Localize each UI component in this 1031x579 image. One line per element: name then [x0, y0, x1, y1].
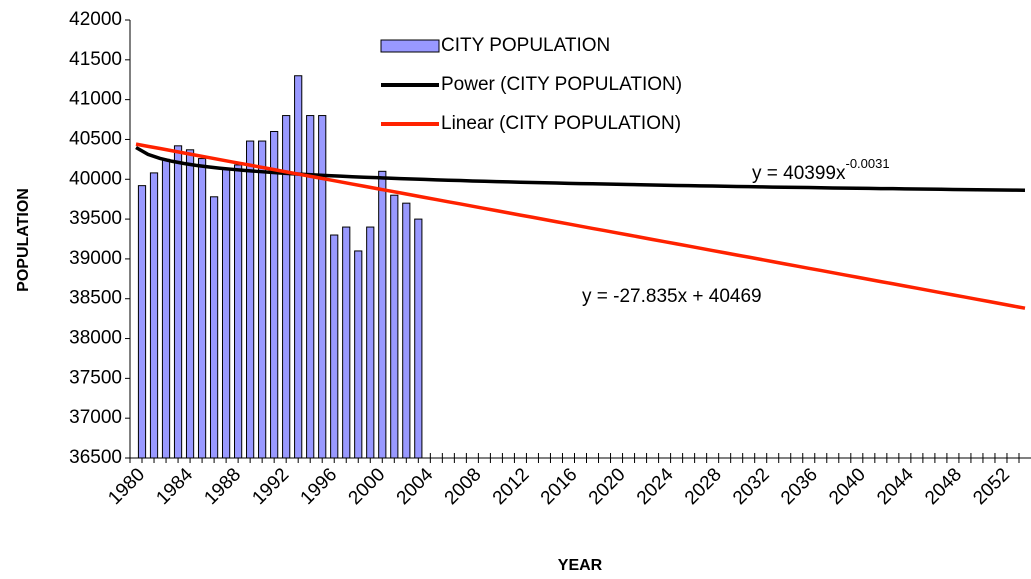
legend: CITY POPULATION Power (CITY POPULATION) Li…	[375, 26, 785, 162]
y-tick-label: 40500	[69, 128, 122, 149]
legend-box	[375, 26, 785, 162]
x-tick-label: 2044	[873, 464, 918, 509]
trend-equation: y = -27.835x + 40469	[582, 286, 762, 307]
x-tick-label: 2004	[393, 464, 438, 509]
x-tick-label: 2032	[729, 464, 774, 509]
legend-label: CITY POPULATION	[441, 35, 610, 56]
trend-line	[135, 142, 1026, 310]
y-tick-label: 37500	[69, 367, 122, 388]
y-tick-label: 41000	[69, 89, 122, 110]
y-tick-label: 38500	[69, 288, 122, 309]
x-axis-label: YEAR	[558, 557, 603, 574]
bar	[306, 115, 315, 459]
equation-text: y = 40399x	[752, 163, 846, 184]
x-tick-label: 2036	[777, 464, 822, 509]
bar	[402, 202, 411, 459]
bar	[378, 170, 387, 459]
y-tick-label: 40000	[69, 168, 122, 189]
bar	[149, 172, 159, 459]
x-tick-label: 1992	[249, 464, 294, 509]
x-tick-label: 1984	[152, 464, 197, 509]
x-tick-label: 1988	[200, 464, 245, 509]
bar	[330, 234, 339, 459]
y-tick-label: 38000	[69, 328, 122, 349]
equation-exponent: -0.0031	[846, 156, 890, 171]
y-tick-label: 41500	[69, 49, 122, 70]
bar	[270, 130, 279, 459]
y-tick-label: 39000	[69, 248, 122, 269]
trend-equation: y = 40399x-0.0031	[752, 156, 890, 184]
bar	[209, 196, 219, 459]
x-tick-label: 2028	[681, 464, 726, 509]
x-tick-label: 1980	[104, 464, 149, 509]
x-tick-label: 2016	[537, 464, 582, 509]
bar	[294, 75, 303, 459]
bar	[390, 194, 399, 459]
x-tick-label: 2024	[633, 464, 678, 509]
y-tick-label: 36500	[69, 447, 122, 468]
x-tick-label: 2052	[969, 464, 1014, 509]
x-tick-label: 2012	[489, 464, 534, 509]
bar	[185, 149, 195, 459]
bar	[342, 226, 351, 459]
equation-text: y = -27.835x + 40469	[582, 286, 762, 307]
y-tick-label: 37000	[69, 407, 122, 428]
x-tick-label: 2040	[825, 464, 870, 509]
legend-swatch	[380, 39, 440, 53]
x-tick-label: 1996	[297, 464, 342, 509]
bar	[221, 168, 231, 459]
y-axis-label: POPULATION	[15, 188, 32, 292]
bar	[246, 140, 255, 459]
x-tick-label: 2020	[585, 464, 630, 509]
bar	[318, 115, 327, 459]
bar	[197, 158, 207, 459]
y-tick-label: 42000	[69, 9, 122, 30]
legend-label: Power (CITY POPULATION)	[441, 74, 682, 95]
bar	[414, 218, 423, 459]
x-tick-label: 2048	[921, 464, 966, 509]
bar	[173, 145, 183, 459]
x-tick-label: 2000	[345, 464, 390, 509]
y-tick-label: 39500	[69, 208, 122, 229]
bar	[366, 226, 375, 459]
bar	[161, 158, 171, 459]
bar	[137, 185, 147, 459]
bar	[258, 140, 267, 459]
bar	[282, 115, 291, 459]
x-tick-label: 2008	[441, 464, 486, 509]
legend-label: Linear (CITY POPULATION)	[441, 113, 681, 134]
bar	[354, 250, 363, 459]
bar	[234, 164, 243, 459]
